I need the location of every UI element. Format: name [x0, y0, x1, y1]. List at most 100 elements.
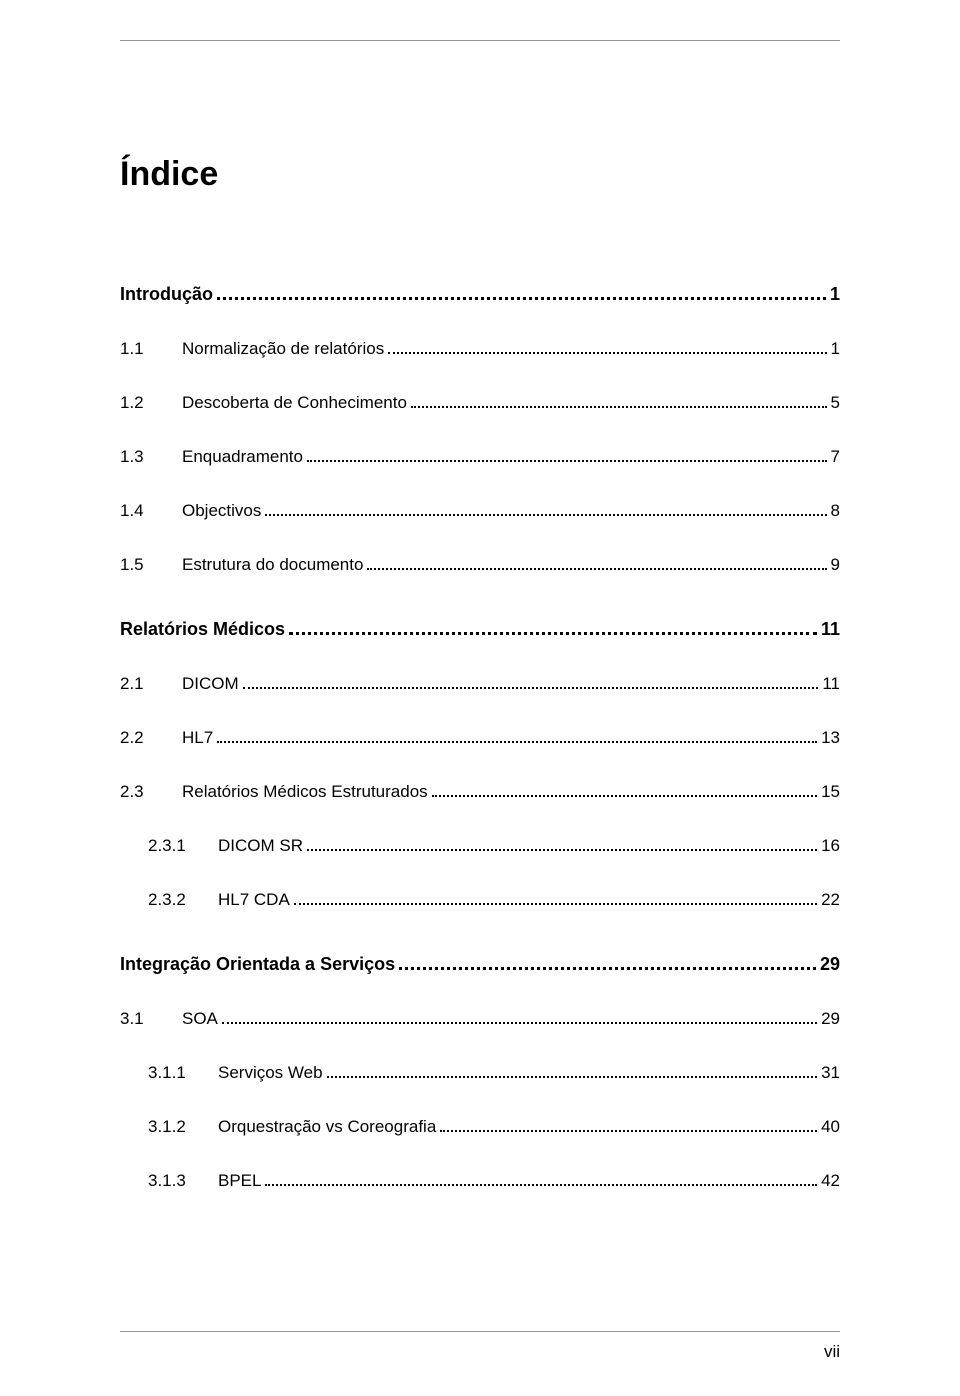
toc-entry: 1.3Enquadramento 7 — [120, 447, 840, 467]
toc-dots — [217, 297, 826, 300]
toc-entry-num: 3.1.1 — [148, 1063, 218, 1083]
toc-page: 31 — [821, 1063, 840, 1083]
toc-page: 29 — [820, 954, 840, 975]
toc-entry-text: HL7 — [182, 728, 213, 747]
toc-entry-label: 2.3.1DICOM SR — [148, 836, 303, 856]
toc-entry-text: HL7 CDA — [218, 890, 290, 909]
toc-dots — [217, 741, 817, 743]
toc-entry-num: 1.3 — [120, 447, 182, 467]
toc-page: 29 — [821, 1009, 840, 1029]
toc-entry-text: SOA — [182, 1009, 218, 1028]
toc-entry-text: DICOM SR — [218, 836, 303, 855]
toc-entry-num: 3.1.3 — [148, 1171, 218, 1191]
toc-entry-label: 3.1.2Orquestração vs Coreografia — [148, 1117, 436, 1137]
toc-entry-num: 3.1.2 — [148, 1117, 218, 1137]
toc-entry-text: Estrutura do documento — [182, 555, 363, 574]
toc-entry-text: Orquestração vs Coreografia — [218, 1117, 436, 1136]
toc-page: 40 — [821, 1117, 840, 1137]
toc-dots — [307, 460, 827, 462]
toc-dots — [432, 795, 817, 797]
toc-entry-label: 1.1Normalização de relatórios — [120, 339, 384, 359]
toc-entry-text: Descoberta de Conhecimento — [182, 393, 407, 412]
toc-chapter-label: Integração Orientada a Serviços — [120, 954, 395, 975]
toc-page: 16 — [821, 836, 840, 856]
toc-page: 11 — [822, 674, 840, 694]
toc-entry-num: 1.1 — [120, 339, 182, 359]
toc-entry-num: 1.4 — [120, 501, 182, 521]
toc-dots — [327, 1076, 818, 1078]
toc-page: 22 — [821, 890, 840, 910]
toc-entry-num: 1.5 — [120, 555, 182, 575]
toc-entry-text: BPEL — [218, 1171, 261, 1190]
toc-entry: Integração Orientada a Serviços 29 — [120, 954, 840, 975]
toc-entry: 1.5Estrutura do documento 9 — [120, 555, 840, 575]
toc-entry-label: 2.1DICOM — [120, 674, 239, 694]
toc-page: 7 — [831, 447, 840, 467]
toc-entry: 1.1Normalização de relatórios 1 — [120, 339, 840, 359]
toc-entry: Introdução 1 — [120, 284, 840, 305]
toc-entry: 1.4Objectivos 8 — [120, 501, 840, 521]
toc-chapter-label: Relatórios Médicos — [120, 619, 285, 640]
content-area: Índice Introdução 11.1Normalização de re… — [120, 155, 840, 1225]
toc-page: 42 — [821, 1171, 840, 1191]
toc-entry-text: Normalização de relatórios — [182, 339, 384, 358]
toc-entry: 2.1DICOM 11 — [120, 674, 840, 694]
toc-entry: 3.1.1Serviços Web 31 — [120, 1063, 840, 1083]
toc-entry: Relatórios Médicos 11 — [120, 619, 840, 640]
toc-entry-label: 1.4Objectivos — [120, 501, 261, 521]
toc-entry-num: 2.3 — [120, 782, 182, 802]
page-number: vii — [824, 1342, 840, 1362]
toc-dots — [399, 967, 816, 970]
toc-entry-label: 1.5Estrutura do documento — [120, 555, 363, 575]
toc-entry-label: 2.3Relatórios Médicos Estruturados — [120, 782, 428, 802]
top-rule — [120, 40, 840, 41]
toc-entry-num: 2.1 — [120, 674, 182, 694]
toc-entry-text: DICOM — [182, 674, 239, 693]
toc-dots — [222, 1022, 817, 1024]
toc-entry-text: Objectivos — [182, 501, 261, 520]
toc-dots — [411, 406, 827, 408]
toc-page: 15 — [821, 782, 840, 802]
toc-page: 8 — [831, 501, 840, 521]
toc-entry-num: 2.2 — [120, 728, 182, 748]
toc-dots — [243, 687, 819, 689]
toc-entry-text: Enquadramento — [182, 447, 303, 466]
toc-page: 9 — [831, 555, 840, 575]
toc-entry: 3.1.3BPEL 42 — [120, 1171, 840, 1191]
toc-entry: 2.3Relatórios Médicos Estruturados 15 — [120, 782, 840, 802]
toc-page: 1 — [830, 284, 840, 305]
toc-entry: 3.1SOA 29 — [120, 1009, 840, 1029]
toc-entry: 2.3.1DICOM SR 16 — [120, 836, 840, 856]
toc-entry-text: Relatórios Médicos Estruturados — [182, 782, 428, 801]
toc-dots — [294, 903, 817, 905]
toc-entry-label: 3.1SOA — [120, 1009, 218, 1029]
toc-page: 5 — [831, 393, 840, 413]
toc-page: 13 — [821, 728, 840, 748]
toc-entry: 2.2HL7 13 — [120, 728, 840, 748]
toc-dots — [388, 352, 826, 354]
toc-dots — [265, 1184, 817, 1186]
toc-entry-num: 1.2 — [120, 393, 182, 413]
page-title: Índice — [120, 155, 840, 194]
toc-chapter-label: Introdução — [120, 284, 213, 305]
toc-dots — [265, 514, 826, 516]
toc-entry: 3.1.2Orquestração vs Coreografia 40 — [120, 1117, 840, 1137]
toc-entry: 1.2Descoberta de Conhecimento 5 — [120, 393, 840, 413]
toc-page: 1 — [831, 339, 840, 359]
table-of-contents: Introdução 11.1Normalização de relatório… — [120, 284, 840, 1191]
toc-entry-label: 2.3.2HL7 CDA — [148, 890, 290, 910]
toc-entry-label: 3.1.3BPEL — [148, 1171, 261, 1191]
toc-dots — [307, 849, 817, 851]
toc-entry-num: 2.3.1 — [148, 836, 218, 856]
bottom-rule — [120, 1331, 840, 1332]
toc-dots — [440, 1130, 817, 1132]
toc-page: 11 — [821, 619, 840, 640]
toc-entry-num: 3.1 — [120, 1009, 182, 1029]
toc-entry-label: 2.2HL7 — [120, 728, 213, 748]
toc-entry: 2.3.2HL7 CDA 22 — [120, 890, 840, 910]
toc-entry-num: 2.3.2 — [148, 890, 218, 910]
toc-dots — [289, 632, 817, 635]
toc-entry-text: Serviços Web — [218, 1063, 323, 1082]
toc-entry-label: 1.2Descoberta de Conhecimento — [120, 393, 407, 413]
toc-entry-label: 3.1.1Serviços Web — [148, 1063, 323, 1083]
